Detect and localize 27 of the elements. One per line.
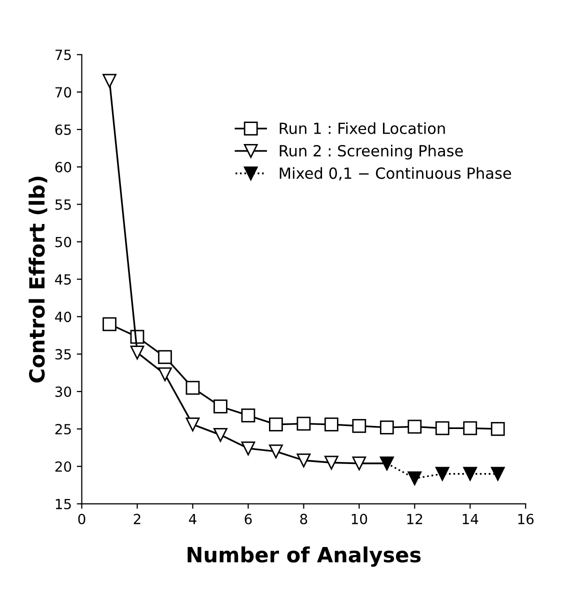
y-tick-label: 55 [55, 200, 71, 210]
y-tick-label: 35 [55, 349, 71, 360]
x-tick-label: 0 [78, 514, 86, 524]
y-tick-label: 70 [56, 87, 72, 98]
y-tick-label: 30 [55, 386, 72, 397]
y-tick-label: 60 [55, 162, 72, 172]
y-tick-label: 40 [55, 312, 72, 322]
y-tick-label: 50 [55, 236, 72, 248]
y-tick-label: 75 [56, 50, 71, 60]
x-axis-title: Number of Analyses [188, 546, 421, 567]
x-tick-label: 4 [188, 514, 196, 524]
y-tick-label: 45 [55, 274, 71, 285]
y-tick-label: 25 [55, 424, 71, 434]
legend-label: Run 1 : Fixed Location [280, 122, 445, 134]
x-tick-label: 12 [407, 514, 422, 524]
x-tick-label: 14 [462, 514, 478, 524]
y-tick-label: 15 [56, 498, 71, 510]
y-tick-label: 65 [55, 124, 71, 135]
x-tick-label: 8 [300, 514, 308, 524]
legend-label: Run 2 : Screening Phase [280, 144, 463, 160]
x-tick-label: 16 [518, 514, 534, 524]
y-axis-title: Control Effort (lb) [28, 176, 48, 382]
x-tick-label: 10 [352, 514, 368, 524]
x-tick-label: 6 [244, 514, 252, 524]
x-tick-label: 2 [134, 514, 140, 524]
y-tick-label: 20 [55, 461, 72, 472]
legend-label: Mixed 0,1 − Continuous Phase [280, 167, 512, 181]
